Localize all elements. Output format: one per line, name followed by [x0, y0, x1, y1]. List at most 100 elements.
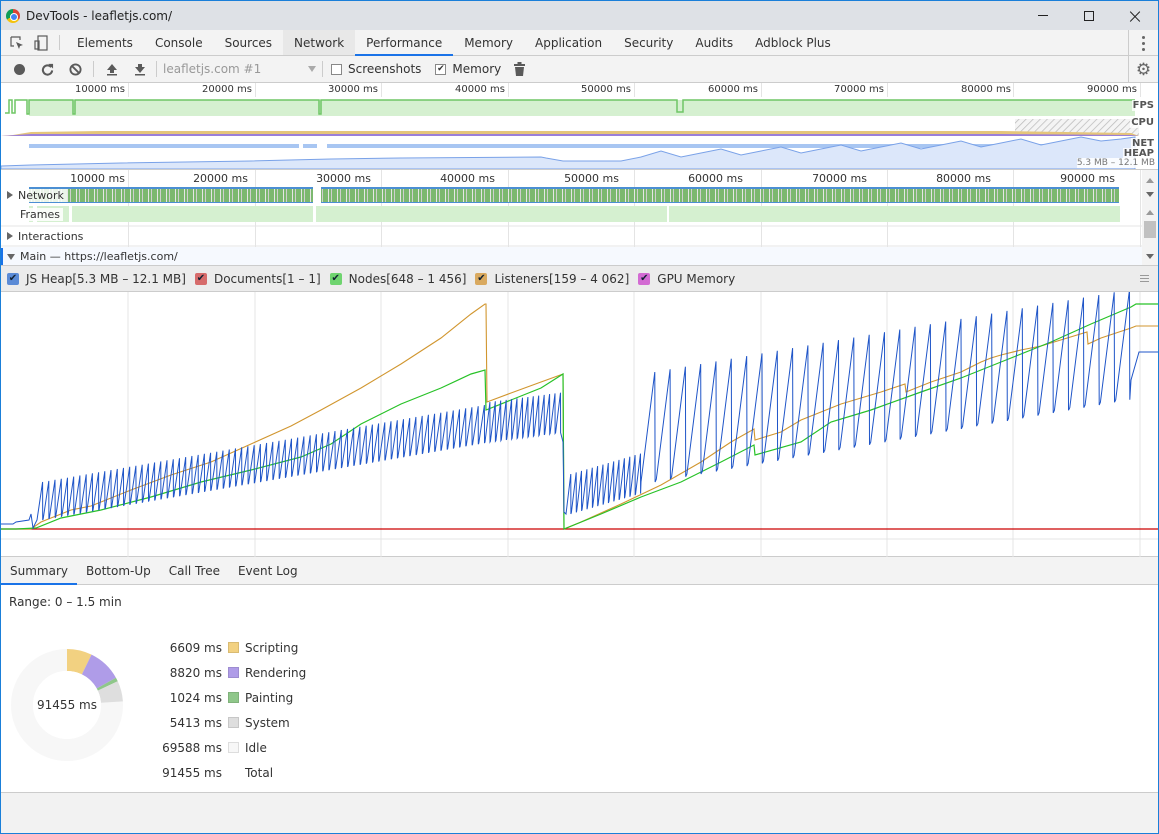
grid-line [634, 83, 635, 97]
inspect-element-button[interactable] [5, 30, 29, 55]
trash-icon [513, 62, 525, 76]
counter-listeners[interactable]: ✔ Listeners[159 – 4 062] [475, 271, 630, 286]
listeners-checkbox[interactable]: ✔ [475, 272, 488, 285]
memory-checkbox-box[interactable]: ✔ [435, 63, 447, 75]
counter-js-heap[interactable]: ✔ JS Heap[5.3 MB – 12.1 MB] [7, 271, 186, 286]
cpu-label: CPU [1130, 117, 1155, 128]
toolbar-divider [156, 61, 157, 77]
gpu-memory-checkbox[interactable]: ✔ [638, 272, 651, 285]
record-button[interactable] [5, 56, 33, 82]
toolbar-divider [322, 61, 323, 77]
track-network[interactable]: Network [1, 188, 1142, 202]
tracks-scrollbar[interactable] [1142, 170, 1158, 265]
memory-counter-graph[interactable] [1, 292, 1158, 557]
track-main[interactable]: Main — https://leafletjs.com/ [1, 248, 1142, 265]
scroll-down-icon[interactable] [1146, 254, 1154, 259]
timeline-tracks[interactable]: 10000 ms 20000 ms 30000 ms 40000 ms 5000… [1, 170, 1158, 266]
panel-tab-bar: Elements Console Sources Network Perform… [1, 30, 1158, 56]
chrome-logo-icon [6, 8, 20, 23]
track-frames[interactable]: Frames [1, 207, 1142, 221]
download-icon [135, 63, 145, 75]
profile-select[interactable]: leafletjs.com #1 [157, 62, 322, 76]
tab-event-log[interactable]: Event Log [237, 563, 298, 578]
pie-center-total: 91455 ms [37, 698, 97, 712]
clear-button[interactable] [61, 56, 89, 82]
tab-performance[interactable]: Performance [355, 30, 454, 56]
counter-nodes[interactable]: ✔ Nodes[648 – 1 456] [329, 271, 467, 286]
minimize-button[interactable] [1020, 1, 1066, 30]
system-swatch [228, 717, 239, 728]
capture-settings-button[interactable]: ⚙ [1128, 56, 1158, 83]
maximize-icon [1084, 10, 1094, 21]
toolbar-divider [93, 61, 94, 77]
js-heap-checkbox[interactable]: ✔ [7, 272, 19, 285]
overview-tick: 60000 ms [708, 84, 758, 95]
scripting-swatch [228, 642, 239, 653]
overview-tick: 30000 ms [328, 84, 378, 95]
tab-summary[interactable]: Summary [1, 557, 77, 585]
timeline-tick: 10000 ms [70, 172, 125, 185]
tab-security[interactable]: Security [624, 35, 674, 50]
window-controls: × [1020, 1, 1158, 30]
overview-tick: 20000 ms [202, 84, 252, 95]
resize-handle-icon[interactable] [1140, 275, 1149, 284]
overview-tick: 10000 ms [75, 84, 125, 95]
tab-bottom-up[interactable]: Bottom-Up [86, 563, 151, 578]
toolbar-divider [59, 35, 60, 50]
tab-sources[interactable]: Sources [224, 35, 273, 50]
collapse-arrow-icon [7, 253, 15, 260]
tab-call-tree[interactable]: Call Tree [168, 563, 220, 578]
tab-memory[interactable]: Memory [464, 35, 514, 50]
tab-audits[interactable]: Audits [695, 35, 734, 50]
dropdown-arrow-icon [308, 66, 316, 72]
load-profile-button[interactable] [98, 56, 126, 82]
save-profile-button[interactable] [126, 56, 154, 82]
more-options-button[interactable] [1128, 30, 1158, 56]
expand-arrow-icon [7, 232, 13, 240]
close-button[interactable]: × [1112, 1, 1158, 30]
drawer-area [1, 792, 1158, 833]
idle-swatch [228, 742, 239, 753]
counter-documents[interactable]: ✔ Documents[1 – 1] [194, 271, 321, 286]
clear-icon [68, 62, 82, 76]
timeline-tick: 20000 ms [193, 172, 248, 185]
screenshots-checkbox[interactable]: Screenshots [331, 62, 421, 76]
scrollbar-thumb[interactable] [1144, 221, 1156, 238]
grid-line [1013, 83, 1014, 97]
details-tab-bar: Summary Bottom-Up Call Tree Event Log [1, 557, 1158, 585]
memory-checkbox[interactable]: ✔ Memory [435, 62, 502, 76]
scroll-up-icon[interactable] [1146, 210, 1154, 215]
documents-checkbox[interactable]: ✔ [194, 272, 207, 285]
summary-row-system: 5413 ms System [169, 715, 290, 730]
scroll-down-icon[interactable] [1146, 192, 1154, 197]
counter-gpu-memory[interactable]: ✔ GPU Memory [638, 271, 736, 286]
grid-line [128, 83, 129, 97]
tab-adblock-plus[interactable]: Adblock Plus [755, 35, 831, 50]
tab-console[interactable]: Console [154, 35, 203, 50]
grid-line [255, 83, 256, 97]
timeline-tick: 60000 ms [688, 172, 743, 185]
tab-application[interactable]: Application [535, 35, 603, 50]
rendering-swatch [228, 667, 239, 678]
summary-row-total: 91455 ms Total [162, 765, 274, 780]
device-toolbar-button[interactable] [29, 30, 53, 55]
timeline-tick: 50000 ms [564, 172, 619, 185]
gear-icon: ⚙ [1135, 59, 1152, 80]
screenshots-checkbox-box[interactable] [331, 63, 342, 75]
title-bar: DevTools - leafletjs.com/ × [1, 1, 1158, 30]
collect-garbage-button[interactable] [505, 56, 533, 82]
summary-pie-chart [11, 649, 123, 761]
grid-line [508, 83, 509, 97]
nodes-checkbox[interactable]: ✔ [329, 272, 342, 285]
memory-graph-svg [1, 292, 1158, 557]
summary-table: 6609 ms Scripting 8820 ms Rendering 1024… [161, 635, 306, 785]
maximize-button[interactable] [1066, 1, 1112, 30]
timeline-tick: 40000 ms [440, 172, 495, 185]
timeline-overview[interactable]: 10000 ms 20000 ms 30000 ms 40000 ms 5000… [1, 83, 1158, 170]
tab-network[interactable]: Network [283, 30, 356, 55]
reload-record-button[interactable] [33, 56, 61, 82]
tab-elements[interactable]: Elements [77, 35, 133, 50]
scroll-up-icon[interactable] [1146, 178, 1154, 183]
timeline-tick: 80000 ms [936, 172, 991, 185]
track-interactions[interactable]: Interactions [1, 228, 1142, 244]
